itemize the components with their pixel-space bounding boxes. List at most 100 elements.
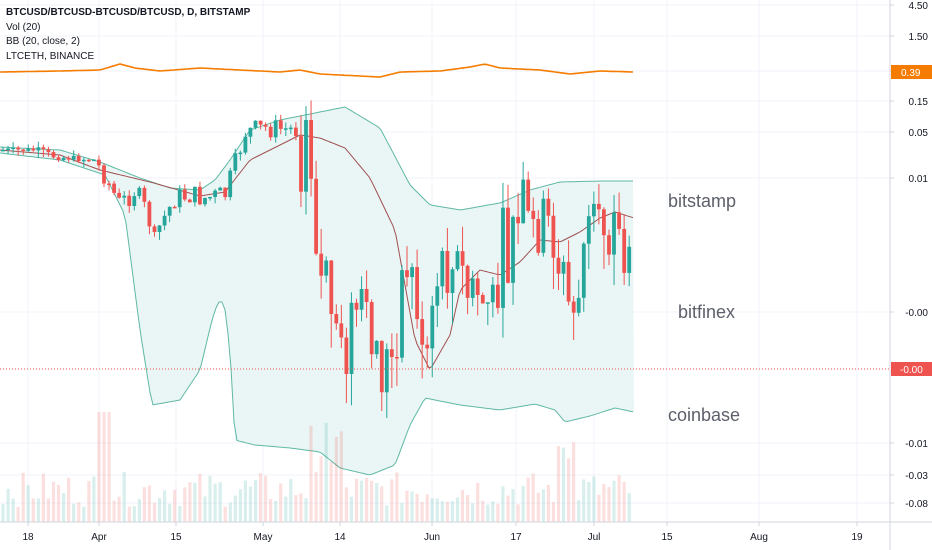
candle [304,106,308,215]
price-tag-last-label: -0.00 [900,365,923,376]
candle [430,295,435,378]
candle [142,185,147,208]
volume-bar [243,480,247,522]
candle [344,327,349,404]
volume-bar [339,431,343,522]
candle-body [571,301,576,313]
candle-body [536,219,541,253]
candle [263,122,268,131]
candle [71,150,76,162]
candle [157,225,162,240]
candle [61,155,66,162]
candle-body [460,251,465,266]
volume-bar [248,486,252,522]
legend-bollinger[interactable]: BB (20, close, 2) [6,36,80,47]
candle [97,155,101,171]
volume-bar [178,506,182,522]
time-tick-label: 19 [851,532,863,543]
candle-body [501,207,505,308]
candle-body [193,186,197,203]
candle-body [359,289,364,310]
candle-body [288,127,293,130]
volume-bar [466,495,470,522]
volume-bar [228,502,232,522]
legend-compare[interactable]: LTCETH, BINANCE [6,50,95,62]
candle-body [405,270,409,278]
candle-body [440,251,445,287]
legend-volume[interactable]: Vol (20) [6,21,41,33]
candle [571,296,576,341]
volume-bar [233,495,237,522]
candle-body [339,323,344,338]
volume-bar [380,486,384,522]
candle-body [56,157,61,161]
candle-body [238,152,243,155]
volume-bar [168,503,172,522]
candle-body [177,189,182,208]
volume-bar [56,484,61,522]
candle [92,159,96,162]
candle-body [465,265,470,298]
volume-bar [46,498,50,522]
candle [233,148,238,175]
chart-legend[interactable]: BTCUSD/BTCUSD-BTCUSD/BTCUSD, D, BITSTAMP… [6,6,250,64]
bollinger-bands [0,106,634,476]
price-tag-last: -0.00 [891,362,932,376]
volume-bar [77,502,81,522]
candle-body [344,337,349,374]
bb-fill [0,107,634,475]
legend-symbol[interactable]: BTCUSD/BTCUSD-BTCUSD/BTCUSD, D, BITSTAMP [6,7,251,18]
candle [425,336,430,368]
candle-body [576,297,581,313]
candle-body [485,302,490,304]
volume-bar [62,493,66,522]
volume-bar [142,487,146,522]
candle [541,190,546,257]
candle-body [450,269,455,293]
candle-body [273,120,278,138]
volume-bar [612,480,616,522]
candle-body [435,286,440,306]
candle-body [92,159,96,162]
candle-body [561,261,566,274]
candle-body [283,128,288,130]
volume-bar [198,473,202,522]
price-tick-label: -0.08 [905,499,928,510]
candle [177,185,182,213]
candle [324,256,329,283]
compare-line [0,63,634,78]
candle [187,198,192,203]
volume-bar [304,498,308,522]
candle-body [102,165,106,184]
candle [273,114,278,143]
volume-bar [506,495,510,522]
volume-bar [112,500,116,522]
candle [480,292,485,304]
candle-body [319,253,324,276]
candle-body [233,153,238,171]
time-tick-label: Apr [91,532,107,543]
candle-body [627,246,632,273]
candle [193,186,197,207]
candle [435,273,440,327]
candle-body [389,349,394,357]
volume-bar [410,491,414,522]
volume-bar [572,442,576,522]
candle [511,215,515,305]
volume-bar [289,479,293,522]
volume-bar [132,506,136,522]
candle [379,340,384,411]
candle [288,124,293,134]
candle-body [26,148,31,151]
candle [132,192,137,211]
time-axis-ticks: 18 Apr 15 May 14 Jun 17 Jul 15 Aug 19 [22,522,863,543]
candle [374,340,379,359]
candle [294,122,298,141]
candle [389,333,394,388]
volume-bar [627,493,631,522]
candle-body [36,147,41,151]
candle-body [506,207,510,283]
candle-body [147,201,152,227]
volume-bar [400,503,404,522]
